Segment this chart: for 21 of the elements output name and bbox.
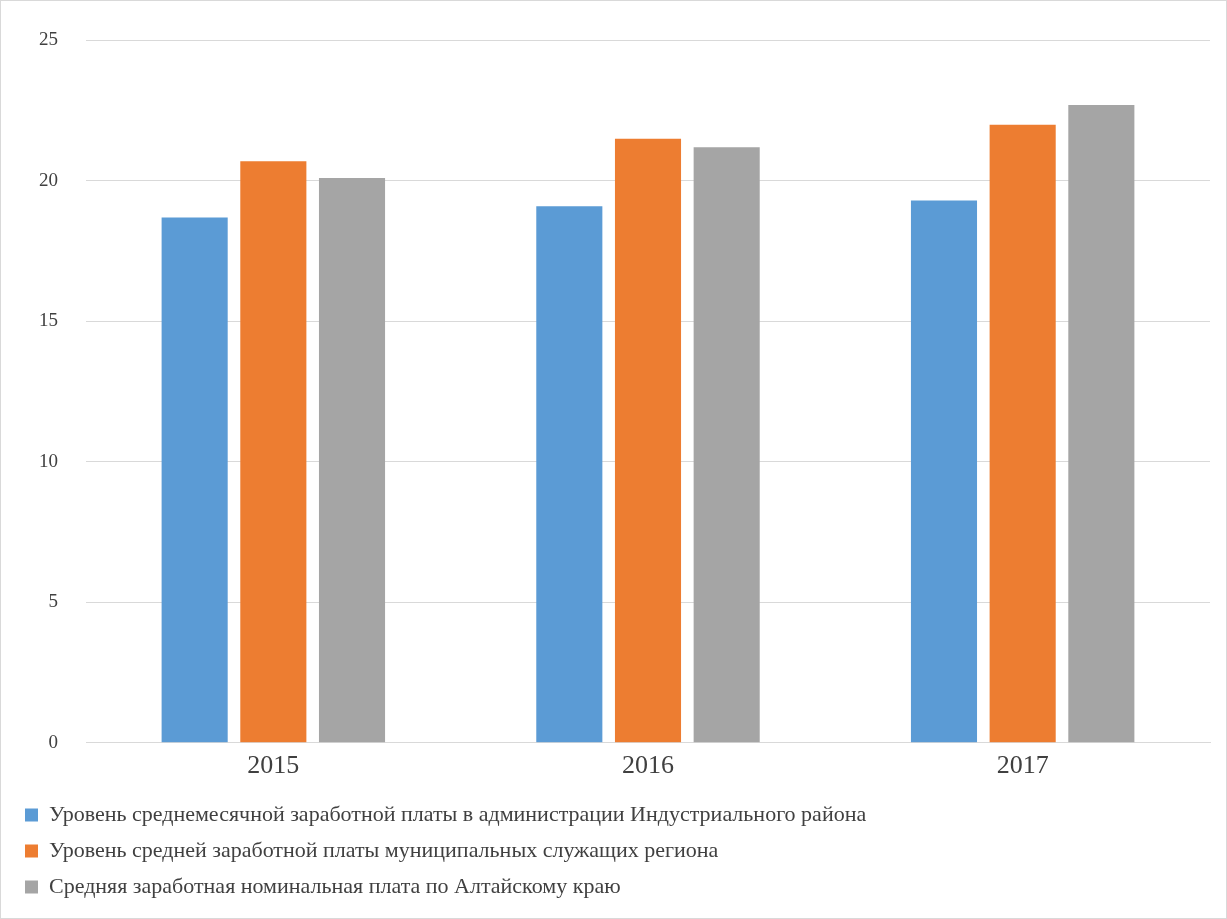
bar bbox=[1068, 105, 1135, 743]
bar bbox=[910, 200, 978, 743]
y-tick-label: 20 bbox=[39, 168, 58, 190]
legend-label: Средняя заработная номинальная плата по Алтайскому краю bbox=[49, 872, 621, 898]
x-tick-label: 2017 bbox=[996, 750, 1049, 780]
bar bbox=[240, 161, 307, 743]
bar bbox=[693, 147, 760, 743]
x-tick-label: 2016 bbox=[622, 750, 674, 780]
bar bbox=[318, 178, 386, 743]
bar bbox=[536, 206, 603, 743]
x-tick-label: 2015 bbox=[247, 750, 300, 780]
bar bbox=[614, 138, 682, 743]
legend-label: Уровень среднемесячной заработной платы в администрации Индустриального района bbox=[49, 800, 867, 826]
y-tick-label: 15 bbox=[39, 309, 58, 331]
y-tick-label: 10 bbox=[39, 449, 58, 471]
bar bbox=[161, 217, 228, 743]
bar bbox=[989, 124, 1056, 743]
legend-label: Уровень средней заработной платы муниципальных служащих региона bbox=[49, 836, 719, 862]
y-tick-label: 5 bbox=[48, 590, 58, 612]
y-tick-label: 25 bbox=[39, 28, 58, 50]
y-tick-label: 0 bbox=[48, 730, 58, 752]
